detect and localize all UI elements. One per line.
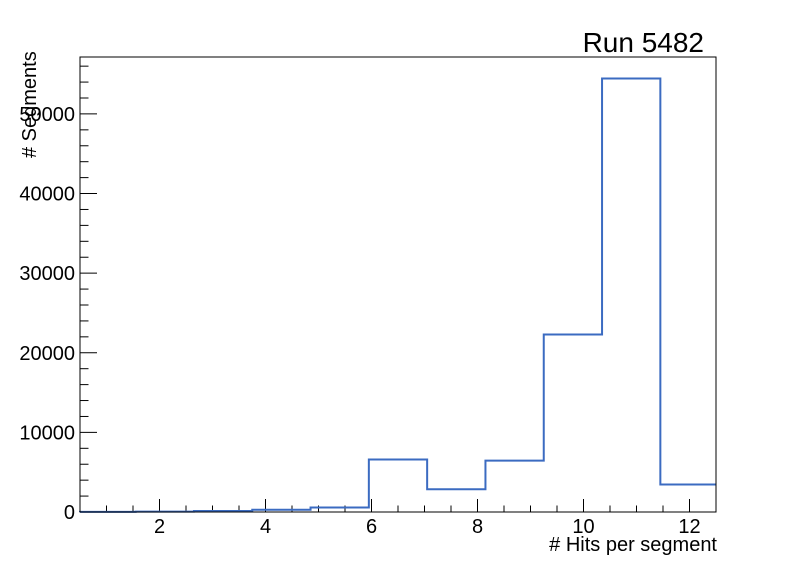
- x-tick-label: 4: [260, 516, 271, 538]
- y-tick-label: 20000: [19, 343, 75, 365]
- y-tick-label: 10000: [19, 422, 75, 444]
- x-tick-label: 2: [154, 516, 165, 538]
- y-tick-label: 30000: [19, 263, 75, 285]
- x-axis-title: # Hits per segment: [549, 534, 717, 556]
- x-tick-label: 6: [366, 516, 377, 538]
- axis-tick-labels: 2 4 6 8 10 12 0 10000 20000 30000 40000 50000: [19, 104, 700, 538]
- x-tick-label: 12: [678, 516, 700, 538]
- y-tick-label: 0: [64, 502, 75, 524]
- x-tick-label: 10: [572, 516, 594, 538]
- histogram-line: [79, 77, 716, 513]
- y-axis-title: # Segments: [19, 51, 41, 158]
- y-tick-label: 50000: [19, 104, 75, 126]
- axis-ticks: [80, 65, 690, 513]
- chart-title: Run 5482: [583, 27, 704, 58]
- plot-frame: [79, 56, 717, 513]
- y-tick-label: 40000: [19, 184, 75, 206]
- x-tick-label: 8: [472, 516, 483, 538]
